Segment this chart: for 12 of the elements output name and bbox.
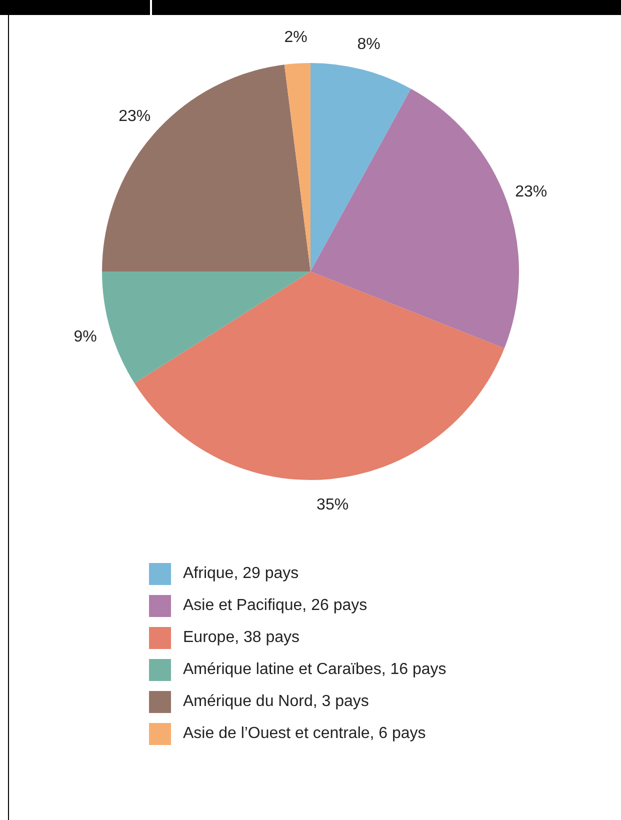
legend-label: Amérique du Nord, 3 pays bbox=[183, 693, 369, 711]
data-label: 8% bbox=[357, 36, 380, 53]
data-label: 23% bbox=[118, 108, 151, 125]
data-label: 23% bbox=[515, 183, 548, 200]
legend-label: Asie et Pacifique, 26 pays bbox=[183, 597, 368, 615]
data-label: 2% bbox=[284, 28, 308, 46]
data-label: 9% bbox=[74, 328, 97, 346]
legend-label: Asie de l’Ouest et centrale, 6 pays bbox=[183, 725, 426, 743]
data-label: 35% bbox=[316, 496, 349, 514]
legend-label: Amérique latine et Caraïbes, 16 pays bbox=[183, 661, 446, 679]
legend-label: Europe, 38 pays bbox=[183, 629, 300, 647]
legend-label: Afrique, 29 pays bbox=[183, 565, 299, 583]
